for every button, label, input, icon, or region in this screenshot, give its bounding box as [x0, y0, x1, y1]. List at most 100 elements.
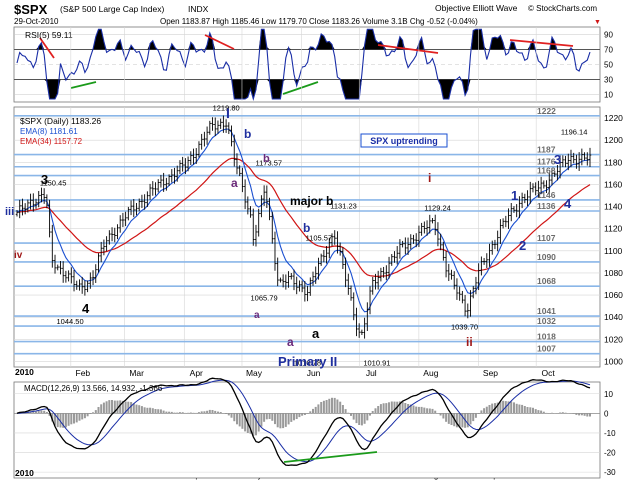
macd-histogram-bar [100, 404, 103, 414]
price-legend-1: $SPX (Daily) 1183.26 [20, 116, 101, 126]
rsi-divergence-line [204, 34, 235, 50]
fib-level-label: 1032 [537, 316, 556, 326]
price-bar [471, 285, 475, 299]
macd-histogram-bar [282, 413, 285, 429]
macd-histogram-bar [127, 401, 130, 414]
price-bar [583, 152, 586, 161]
price-bar [197, 141, 201, 158]
price-bar [51, 224, 54, 268]
price-bar [230, 125, 233, 147]
macd-histogram-bar [426, 408, 429, 414]
wave-label: 2 [519, 238, 526, 253]
price-bar [216, 120, 220, 134]
rsi-tick-label: 70 [604, 46, 613, 55]
price-bar [518, 196, 521, 219]
macd-histogram-bar [548, 413, 551, 414]
price-bar [170, 169, 174, 183]
price-bar [547, 172, 551, 195]
price-bar [477, 263, 480, 291]
macd-histogram-bar [62, 413, 65, 428]
macd-histogram-bar [331, 397, 333, 414]
price-bar [374, 273, 377, 290]
macd-histogram-bar [16, 413, 18, 414]
price-bar [401, 240, 404, 248]
macd-histogram-bar [230, 413, 233, 418]
price-bar [167, 174, 171, 187]
price-bar [83, 280, 87, 296]
macd-histogram-bar [393, 401, 396, 414]
macd-histogram-bar [83, 413, 86, 419]
price-bar [108, 230, 111, 245]
price-bar [75, 280, 79, 290]
rsi-tick-label: 10 [604, 91, 613, 100]
macd-histogram-bar [347, 412, 350, 414]
price-value-label: 1129.24 [424, 203, 451, 212]
macd-histogram-bar [366, 413, 369, 421]
macd-histogram-bar [130, 402, 133, 414]
price-bar [550, 168, 554, 186]
macd-histogram-bar [309, 411, 312, 414]
month-label: Jul [366, 368, 377, 378]
macd-histogram-bar [43, 410, 46, 414]
macd-histogram-bar [513, 402, 515, 414]
wave-label: iii [5, 206, 14, 218]
macd-histogram-bar [78, 413, 81, 421]
macd-histogram-bar [176, 412, 179, 414]
price-bar [303, 281, 307, 302]
price-bar [537, 180, 540, 198]
macd-histogram-bar [195, 412, 198, 414]
macd-histogram-bar [219, 412, 222, 414]
macd-histogram-bar [564, 412, 567, 414]
macd-histogram-bar [352, 413, 355, 420]
price-bar [423, 221, 426, 234]
price-bar [246, 196, 250, 215]
macd-histogram-bar [586, 413, 589, 417]
macd-histogram-bar [532, 407, 534, 414]
price-value-label: 1010.78 [294, 359, 321, 368]
price-bar [165, 177, 168, 191]
price-bar [203, 131, 206, 147]
rsi-line [16, 28, 591, 102]
macd-histogram-bar [116, 400, 119, 414]
price-bar [325, 245, 328, 264]
price-year-label: 2010 [15, 367, 34, 377]
price-bar [366, 302, 369, 331]
price-bar [531, 183, 535, 193]
price-bar [322, 249, 326, 263]
price-bar [124, 211, 127, 227]
macd-histogram-bar [553, 413, 556, 414]
price-tick-label: 1220 [604, 113, 623, 123]
month-label: Apr [190, 368, 203, 378]
price-bar [219, 118, 222, 129]
macd-histogram-bar [341, 405, 344, 414]
macd-histogram-bar [589, 413, 591, 417]
price-bar [572, 152, 576, 164]
macd-histogram-bar [377, 406, 380, 414]
wave-label: Primary II [278, 354, 337, 369]
price-bar [474, 276, 478, 295]
price-bar [357, 323, 361, 338]
macd-histogram-bar [355, 413, 358, 424]
price-bar [186, 156, 190, 172]
price-bar [26, 199, 30, 213]
macd-histogram-bar [526, 407, 529, 414]
macd-divergence-green [283, 451, 378, 463]
rsi-divergence-line [39, 37, 55, 59]
macd-histogram-bar [279, 413, 282, 429]
macd-histogram-bar [241, 413, 244, 429]
price-bar [412, 234, 415, 244]
macd-histogram-bar [537, 410, 540, 414]
price-bar [34, 198, 38, 209]
macd-histogram-bar [551, 412, 553, 414]
price-tick-label: 1200 [604, 135, 623, 145]
price-bar [110, 227, 114, 242]
macd-histogram-bar [423, 407, 426, 414]
macd-histogram-bar [409, 404, 412, 414]
macd-histogram-bar [382, 403, 385, 414]
price-value-label: 1150.45 [40, 179, 67, 188]
price-bar [80, 276, 84, 294]
macd-label: MACD(12,26,9) 13.566, 14.932, -1.366 [24, 384, 163, 393]
price-value-label: 1131.23 [330, 201, 357, 210]
macd-histogram-bar [45, 412, 48, 414]
